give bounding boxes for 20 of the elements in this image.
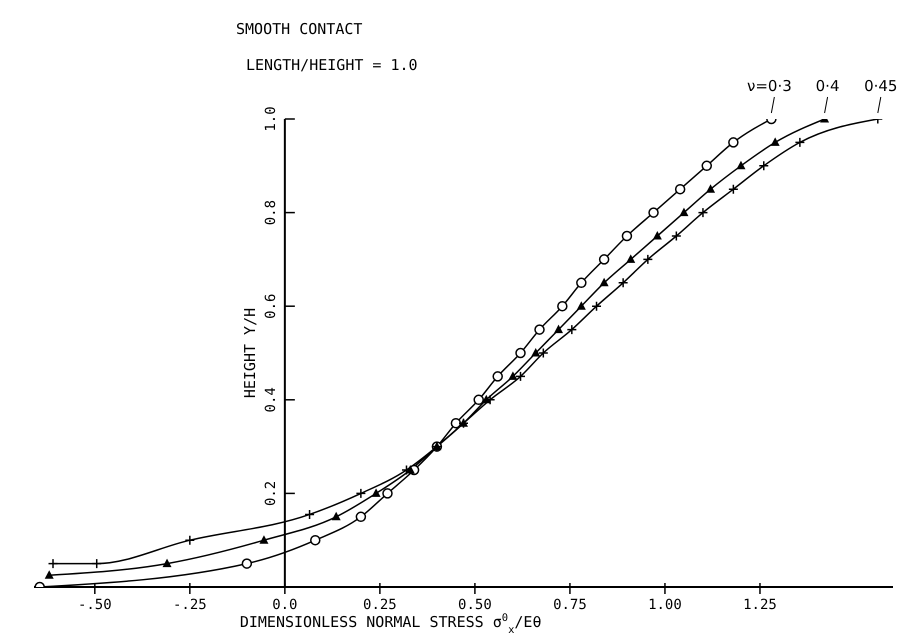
x-tick-label: 1.00: [648, 597, 682, 613]
x-tick-label: 0.50: [458, 597, 492, 613]
y-tick-label: 0.6: [262, 294, 279, 319]
series-label: 0·4: [816, 77, 840, 95]
x-axis-title: DIMENSIONLESS NORMAL STRESS σ$^{0}$$_{x}$/Eθ: [240, 612, 542, 636]
y-axis-title: HEIGHT Y/H: [240, 308, 259, 398]
x-tick-label: -.25: [172, 597, 207, 613]
y-tick-label: 0.4: [262, 387, 279, 412]
y-tick-label: 0.2: [262, 480, 279, 506]
y-tick-label: 1.0: [262, 106, 279, 132]
series-label: 0·45: [864, 77, 898, 95]
x-tick-label: 0.75: [553, 597, 587, 613]
y-tick-label: 0.8: [262, 200, 279, 226]
chart-subtitle: LENGTH/HEIGHT = 1.0: [246, 56, 418, 74]
chart-title: SMOOTH CONTACT: [236, 20, 362, 38]
series-label: ν=0·3: [746, 77, 792, 95]
x-tick-label: -.50: [78, 597, 112, 613]
x-tick-label: 0.0: [272, 597, 298, 613]
x-tick-label: 0.25: [363, 597, 397, 613]
x-tick-label: 1.25: [743, 597, 777, 613]
